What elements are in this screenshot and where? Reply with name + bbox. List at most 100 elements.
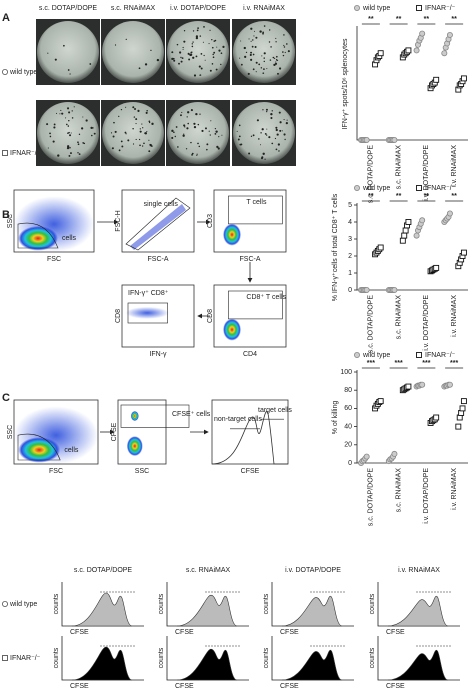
- point: [460, 398, 467, 405]
- column-label: s.c. DOTAP/DOPE: [39, 5, 98, 12]
- spot: [52, 140, 55, 143]
- spot: [239, 143, 242, 146]
- spot: [190, 141, 192, 144]
- point: [399, 237, 406, 244]
- spot: [193, 74, 197, 77]
- spot: [151, 145, 153, 148]
- legend-label: IFNAR⁻/⁻: [425, 185, 456, 192]
- x-axis-label: CFSE: [175, 683, 194, 690]
- legend-symbol: [353, 184, 360, 191]
- gate: [228, 290, 283, 320]
- spot: [285, 122, 288, 125]
- spot: [67, 125, 70, 127]
- point: [402, 227, 409, 234]
- spot: [66, 146, 70, 150]
- spot: [125, 133, 127, 135]
- spot: [195, 55, 198, 58]
- y-tick-label: 20: [344, 442, 352, 449]
- y-axis-label: IFN-γ⁺ spots/10⁶ splenocytes: [342, 38, 349, 130]
- spot: [77, 141, 79, 144]
- spot: [259, 30, 262, 33]
- point: [377, 398, 384, 405]
- point: [391, 286, 398, 293]
- y-tick-label: 5: [348, 202, 352, 209]
- spot: [179, 51, 182, 54]
- spot: [191, 43, 193, 45]
- spot: [120, 140, 123, 143]
- spot: [247, 72, 250, 75]
- point: [405, 47, 412, 54]
- spot: [49, 135, 52, 138]
- column-label: i.v. RNAiMAX: [398, 567, 440, 574]
- panel-letter: A: [2, 12, 10, 24]
- spot: [213, 51, 216, 54]
- spot: [266, 68, 268, 70]
- spot: [82, 116, 84, 118]
- density: [125, 306, 169, 319]
- spot: [146, 109, 148, 112]
- spot: [71, 110, 73, 112]
- spot: [262, 72, 265, 74]
- spot: [275, 61, 277, 63]
- spot: [254, 45, 257, 48]
- spot: [268, 136, 271, 139]
- spot: [67, 69, 70, 71]
- spot: [215, 130, 218, 133]
- x-axis-label: CFSE: [70, 683, 89, 690]
- spot: [149, 144, 152, 147]
- spot: [211, 63, 214, 65]
- spot: [209, 69, 212, 72]
- spot: [182, 134, 185, 137]
- y-axis-label: counts: [53, 593, 60, 614]
- gate-label: IFN-γ⁺ CD8⁺: [128, 290, 169, 297]
- spot: [260, 67, 263, 69]
- spot: [278, 67, 282, 70]
- spot: [255, 71, 257, 73]
- spot: [255, 36, 258, 39]
- y-axis-label: counts: [369, 647, 376, 668]
- spot: [238, 124, 241, 127]
- spot: [111, 147, 114, 150]
- legend-symbol: [416, 185, 422, 191]
- spot: [217, 147, 220, 150]
- spot: [69, 134, 72, 137]
- spot: [183, 124, 186, 127]
- spot: [264, 158, 266, 160]
- spot: [256, 119, 259, 122]
- well: [102, 102, 164, 164]
- spot: [240, 63, 243, 66]
- gate-label: target cells: [258, 407, 292, 414]
- column-label: i.v. DOTAP/DOPE: [170, 5, 226, 12]
- point: [455, 423, 462, 430]
- significance: **: [451, 16, 457, 23]
- significance: **: [396, 16, 402, 23]
- spot: [263, 25, 266, 27]
- spot: [279, 129, 282, 132]
- spot: [71, 117, 74, 119]
- y-axis-label: counts: [369, 593, 376, 614]
- spot: [212, 56, 215, 59]
- spot: [250, 51, 253, 54]
- spot: [216, 46, 218, 48]
- spot: [193, 126, 197, 129]
- spot: [65, 117, 67, 119]
- spot: [190, 51, 192, 54]
- spot: [127, 139, 130, 142]
- gate: [125, 197, 191, 251]
- spot: [195, 35, 199, 38]
- point: [446, 210, 453, 217]
- density: [18, 225, 58, 251]
- spot: [70, 132, 72, 134]
- spot: [190, 109, 193, 112]
- spot: [182, 48, 184, 50]
- y-tick-label: 2: [348, 253, 352, 260]
- spot: [139, 128, 141, 130]
- flow-x-label: FSC: [49, 468, 63, 475]
- row-symbol: [2, 69, 8, 76]
- spot: [68, 131, 70, 134]
- spot: [183, 133, 185, 135]
- spot: [215, 68, 218, 71]
- spot: [135, 138, 137, 141]
- spot: [78, 153, 81, 156]
- y-tick-label: 40: [344, 423, 352, 430]
